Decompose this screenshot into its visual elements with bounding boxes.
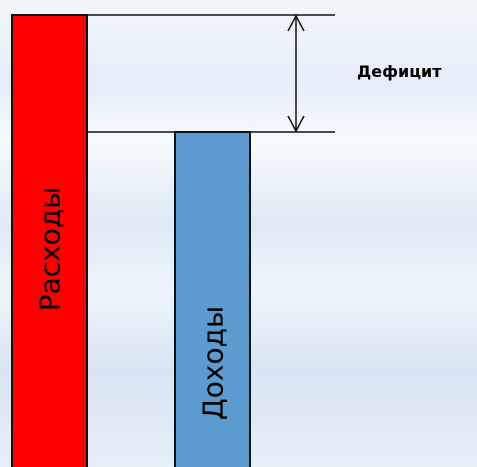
income-bar: Доходы	[174, 131, 251, 467]
expenses-bar: Расходы	[11, 14, 88, 467]
deficit-arrow	[287, 14, 305, 133]
deficit-label: Дефицит	[357, 62, 442, 81]
